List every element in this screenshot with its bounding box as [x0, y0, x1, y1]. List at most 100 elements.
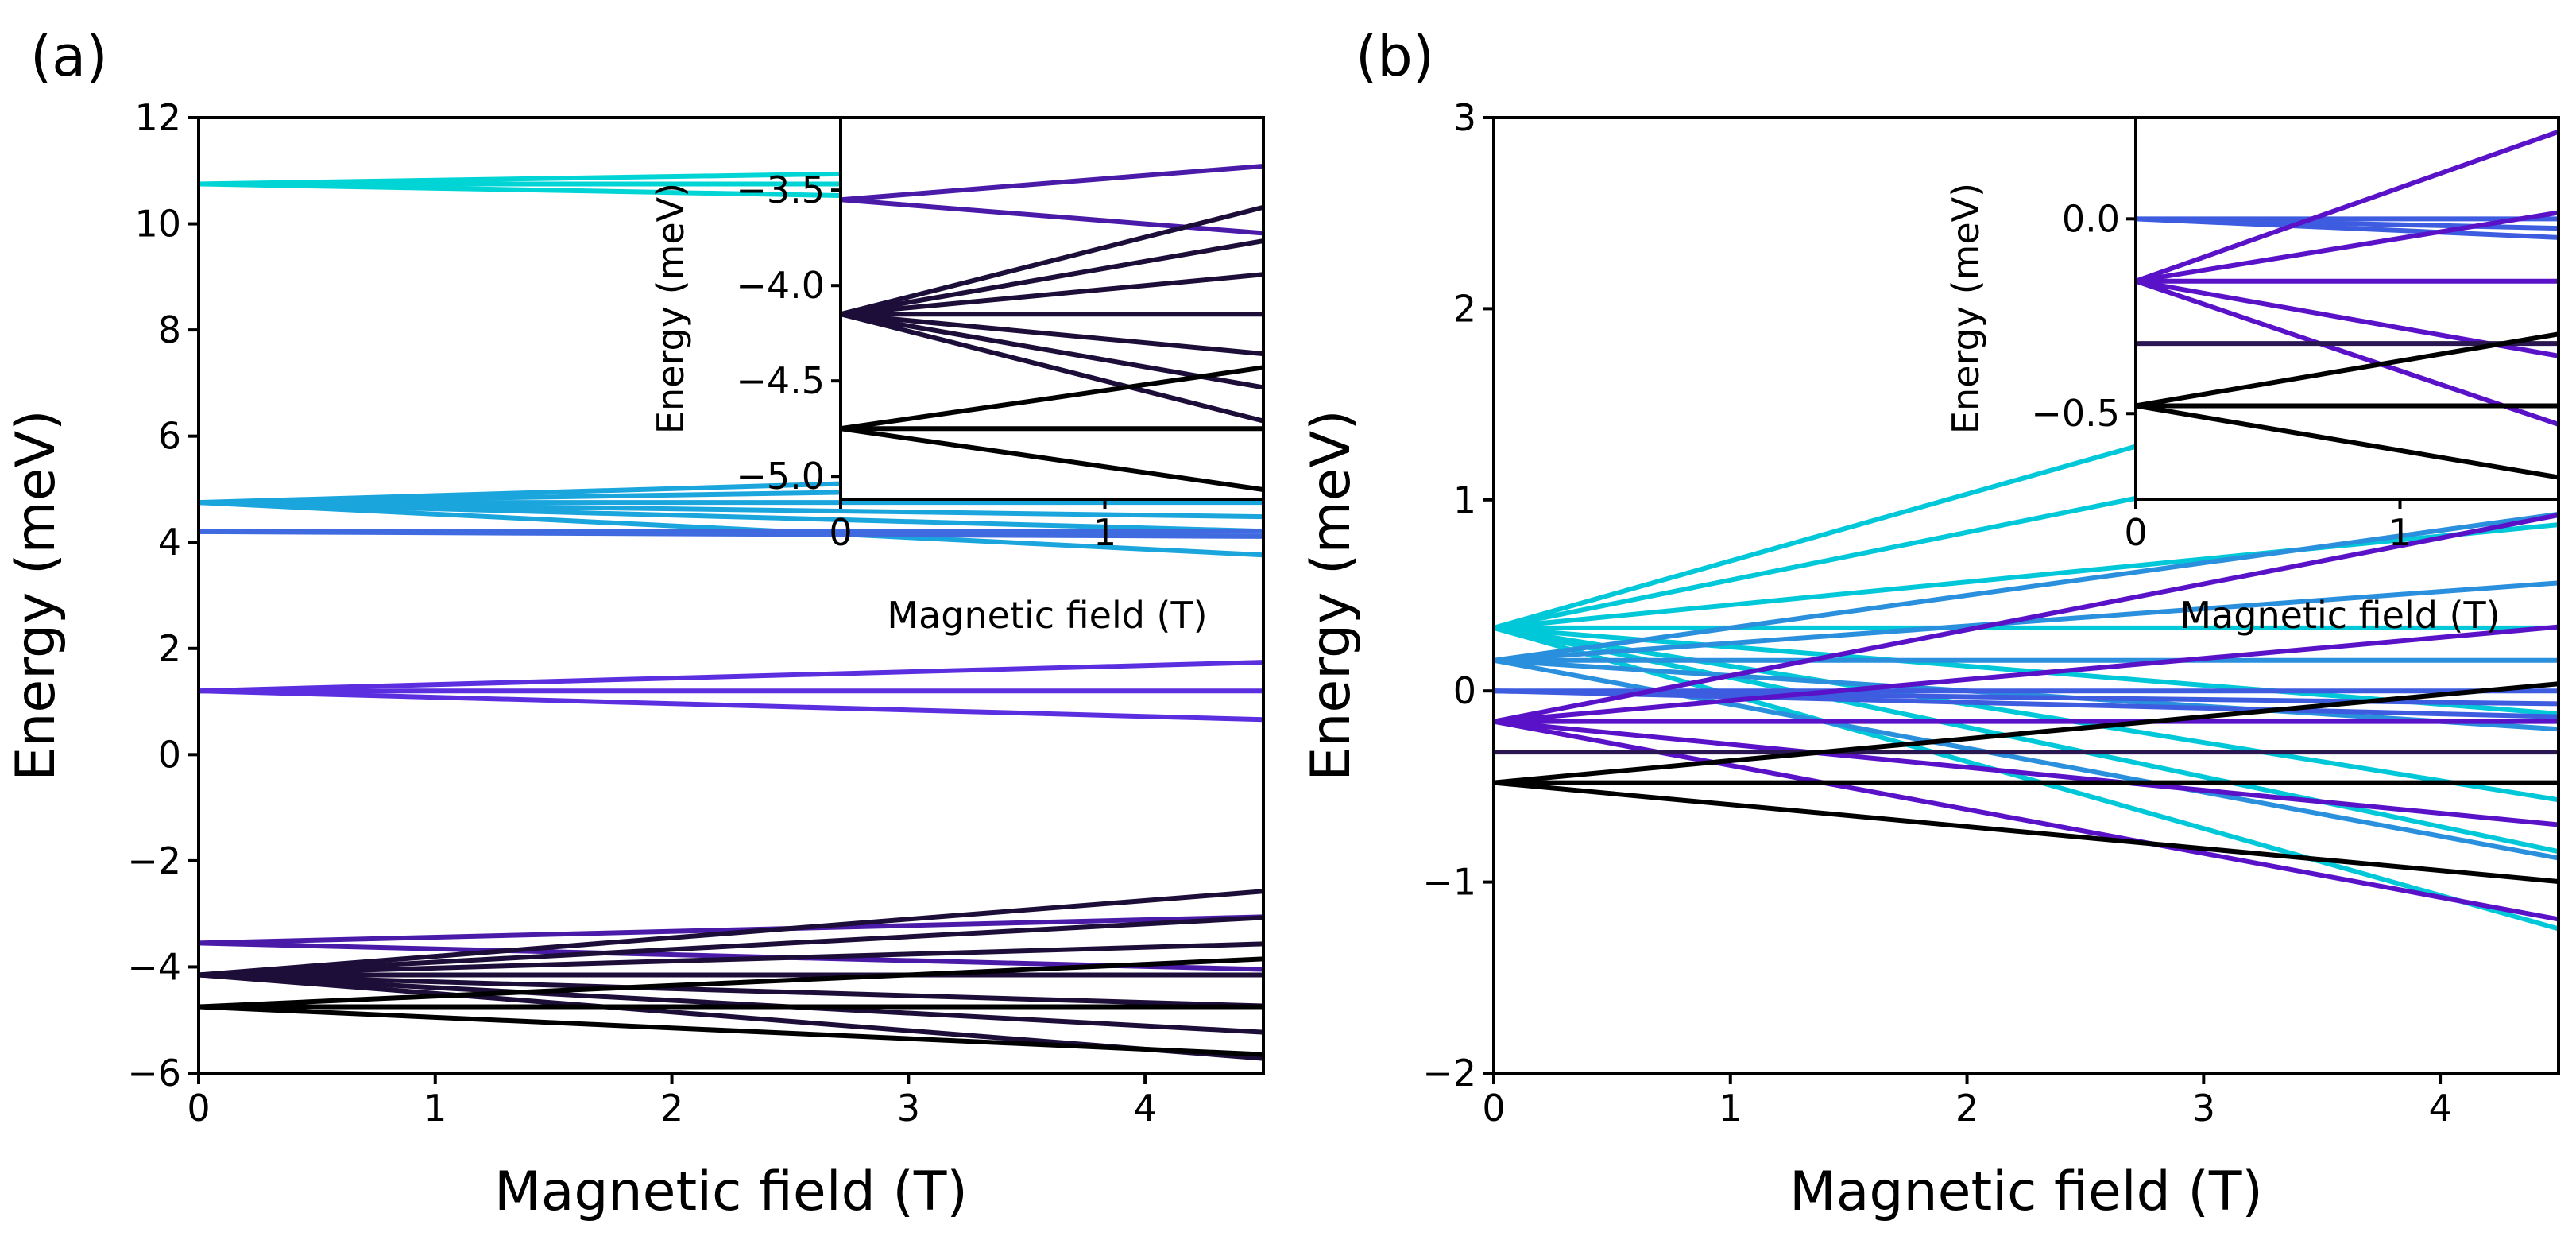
panel0-inset-ytick-label: −4.5 — [736, 359, 825, 402]
panel0-inset-inset-level-6-line-6 — [841, 312, 1263, 390]
panel0-main-ytick-label: 12 — [134, 96, 181, 139]
panel0-main-level-6-line-2 — [199, 915, 1263, 978]
panel1-main-level-1-line-6 — [1494, 625, 2559, 803]
panel0-main-level-2-line-5 — [199, 500, 1263, 534]
panel0-main-level-7-line-1 — [199, 956, 1263, 1010]
x-axis-title: Magnetic field (T) — [1789, 1161, 2263, 1223]
panel1-main-level-2-line-4 — [1494, 657, 2559, 732]
panel1-main-xtick-label: 2 — [1955, 1087, 1978, 1130]
panel0-main-series-group — [199, 165, 1263, 1061]
panel1-main-ytick-label: 0 — [1453, 669, 1476, 712]
panel1-inset-inset-level-4-line-5 — [2136, 278, 2559, 427]
panel1-inset-inset-level-4-line-2 — [2136, 210, 2559, 284]
panel0-inset-inset-level-6-line-7 — [841, 312, 1263, 424]
panel1-main-level-2-line-2 — [1494, 580, 2559, 663]
panel1-main-level-2-line-1 — [1494, 511, 2559, 663]
panel1-inset-xtick-label: 1 — [2388, 511, 2412, 554]
panel0-main-level-2-line-4 — [199, 500, 1263, 520]
panel0-inset-series-group — [841, 163, 1263, 492]
panel1-inset-inset-level-6-line-1 — [2136, 331, 2559, 409]
panel0-main-xtick-label: 0 — [187, 1087, 210, 1130]
panel1-main-series-group — [1494, 324, 2559, 932]
panel0-main-level-6-line-6 — [199, 972, 1263, 1035]
panel-label: (b) — [1356, 24, 1434, 89]
y-axis-title: Energy (meV) — [5, 409, 68, 781]
panel1-inset-ytick-label: 0.0 — [2062, 197, 2120, 240]
panel0-main-xtick-label: 4 — [1133, 1087, 1156, 1130]
panel1-inset-inset-level-6-line-3 — [2136, 403, 2559, 480]
inset-y-axis-title: Energy (meV) — [649, 183, 692, 434]
panel0-main-ytick-label: −4 — [127, 945, 181, 988]
panel-b: (b) 0 1 2 3 4 −2 −1 0 1 2 3 Magnetic field (T) Energy… — [1300, 24, 2560, 1223]
panel-label: (a) — [30, 24, 108, 89]
panel0-inset-ytick-label: −5.0 — [736, 455, 825, 498]
panel1-main-level-1-line-3 — [1494, 522, 2559, 630]
panel0-main-ytick-label: 6 — [158, 415, 181, 458]
panel0-main-ytick-label: 8 — [158, 308, 181, 351]
panel0-main-level-7-line-3 — [199, 1004, 1263, 1057]
panel0-main-level-6-line-5 — [199, 972, 1263, 1009]
panel0-main-level-5-line-1 — [199, 914, 1263, 946]
panel0-inset-inset-level-7-line-1 — [841, 365, 1263, 432]
panel1-inset-inset-level-3-line-3 — [2136, 216, 2559, 240]
panel0-inset-frame — [839, 116, 1265, 501]
panel0-inset-inset-level-7-line-3 — [841, 426, 1263, 492]
panel1-main-xtick-label: 3 — [2192, 1087, 2215, 1130]
panel1-main-xtick-label: 4 — [2428, 1087, 2451, 1130]
y-axis-title: Energy (meV) — [1300, 409, 1363, 781]
panel1-inset-xtick-label: 0 — [2124, 511, 2147, 554]
panel1-main-xtick-label: 1 — [1719, 1087, 1742, 1130]
panel0-inset-inset-level-6-line-5 — [841, 312, 1263, 357]
inset-x-axis-title: Magnetic field (T) — [2180, 594, 2500, 637]
panel0-main-level-4-line-1 — [199, 660, 1263, 694]
panel0-main-xtick-label: 2 — [660, 1087, 683, 1130]
panel0-main-level-2-line-6 — [199, 500, 1263, 558]
panel1-main-frame — [1492, 116, 2560, 1075]
panel0-inset-ytick-label: −3.5 — [736, 169, 825, 211]
panel0-inset-ytick-label: −4.0 — [736, 264, 825, 307]
panel1-inset-inset-level-4-line-1 — [2136, 129, 2559, 284]
panel1-main-level-1-line-8 — [1494, 625, 2559, 932]
panel1-inset-frame — [2134, 116, 2560, 501]
x-axis-title: Magnetic field (T) — [494, 1161, 968, 1223]
panel1-main-level-4-line-4 — [1494, 719, 2559, 827]
panel0-inset-xtick-label: 1 — [1093, 511, 1116, 554]
panel1-main-level-1-line-7 — [1494, 625, 2559, 855]
panel1-main-ytick-label: 3 — [1453, 96, 1476, 139]
panel0-inset-inset-level-5-line-1 — [841, 163, 1263, 203]
panel0-main-ytick-label: 10 — [134, 203, 181, 246]
panel1-inset-series-group — [2136, 129, 2559, 480]
panel1-main-level-4-line-1 — [1494, 513, 2559, 724]
panel0-inset-xtick-label: 0 — [829, 511, 852, 554]
panel0-main-ytick-label: −6 — [127, 1052, 181, 1095]
panel1-main-level-4-line-5 — [1494, 719, 2559, 922]
panel1-main-level-6-line-3 — [1494, 780, 2559, 884]
panel1-main-ytick-label: −2 — [1422, 1052, 1476, 1095]
panel0-inset-inset-level-6-line-3 — [841, 272, 1263, 317]
inset-panel: 0 1 −0.5 0.0 Magnetic field (T) Energy (meV) — [1944, 116, 2560, 637]
panel0-main-level-6-line-1 — [199, 889, 1263, 978]
panel1-main-ytick-label: 1 — [1453, 479, 1476, 521]
panel0-main-level-6-line-3 — [199, 941, 1263, 978]
panel0-inset-inset-level-6-line-1 — [841, 204, 1263, 317]
panel0-main-xtick-label: 3 — [897, 1087, 920, 1130]
panel0-inset-inset-level-5-line-2 — [841, 197, 1263, 236]
inset-x-axis-title: Magnetic field (T) — [887, 594, 1207, 637]
panel1-main-ytick-label: 2 — [1453, 287, 1476, 330]
panel0-main-level-3-line-2 — [199, 529, 1263, 539]
panel0-inset-inset-level-6-line-2 — [841, 238, 1263, 317]
inset-background — [2136, 118, 2559, 499]
panel1-main-level-4-line-2 — [1494, 624, 2559, 724]
panel0-main-ytick-label: 2 — [158, 627, 181, 670]
panel1-inset-ytick-label: −0.5 — [2031, 392, 2120, 435]
inset-panel: 0 1 −5.0 −4.5 −4.0 −3.5 Magnetic field (T) Ener… — [649, 116, 1265, 637]
panel0-main-frame — [197, 116, 1265, 1075]
panel1-main-ytick-label: −1 — [1422, 861, 1476, 904]
panel0-main-ytick-label: 4 — [158, 521, 181, 564]
panel1-main-level-6-line-1 — [1494, 681, 2559, 785]
panel1-main-xtick-label: 0 — [1482, 1087, 1505, 1130]
inset-y-axis-title: Energy (meV) — [1944, 183, 1987, 434]
